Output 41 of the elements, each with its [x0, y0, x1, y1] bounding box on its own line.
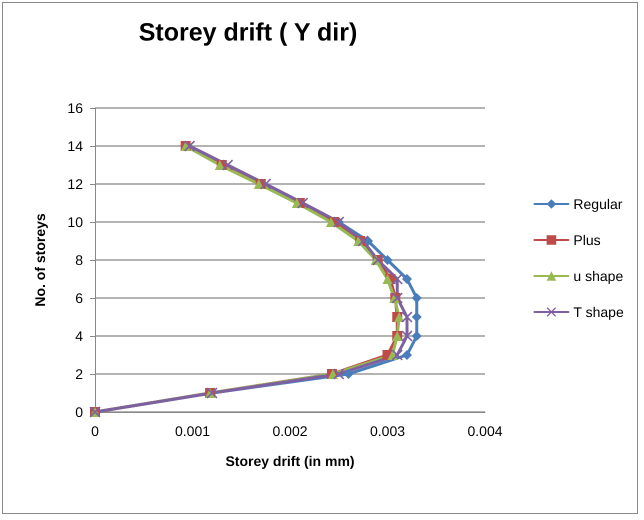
point	[402, 274, 412, 284]
legend-label: Plus	[573, 232, 601, 248]
legend-label: T shape	[573, 304, 624, 320]
y-tick-label: 8	[75, 252, 84, 268]
point	[412, 312, 422, 322]
x-tick-label: 0.002	[272, 423, 308, 439]
point	[297, 198, 308, 208]
point	[222, 160, 234, 170]
y-tick-label: 4	[75, 328, 84, 344]
point	[260, 178, 272, 190]
y-tick-label: 6	[75, 290, 84, 306]
point	[358, 236, 369, 246]
y-tick-label: 2	[75, 366, 84, 382]
point	[402, 330, 412, 342]
y-tick-label: 14	[67, 138, 84, 154]
point	[344, 369, 354, 379]
x-tick-label: 0.001	[174, 423, 210, 439]
y-tick-label: 16	[67, 100, 84, 116]
legend-label: Regular	[573, 196, 623, 212]
point	[333, 368, 344, 380]
point	[402, 350, 412, 360]
x-tick-label: 0	[91, 423, 100, 439]
point	[412, 331, 422, 341]
point	[326, 217, 336, 227]
point	[392, 274, 403, 284]
point	[412, 293, 422, 303]
x-tick-label: 0.004	[467, 423, 503, 439]
point	[392, 292, 403, 304]
y-tick-label: 0	[75, 404, 84, 420]
point	[392, 350, 403, 360]
y-axis-title: No. of storeys	[32, 213, 48, 307]
x-axis-title: Storey drift (in mm)	[225, 453, 355, 469]
point	[382, 255, 392, 265]
chart-title: Storey drift ( Y dir)	[138, 18, 358, 46]
point	[184, 140, 196, 152]
y-tick-label: 10	[67, 214, 84, 230]
y-tick-label: 12	[67, 176, 84, 192]
point	[402, 312, 412, 322]
legend-label: u shape	[573, 268, 624, 284]
x-tick-label: 0.003	[370, 423, 406, 439]
point	[382, 274, 392, 284]
